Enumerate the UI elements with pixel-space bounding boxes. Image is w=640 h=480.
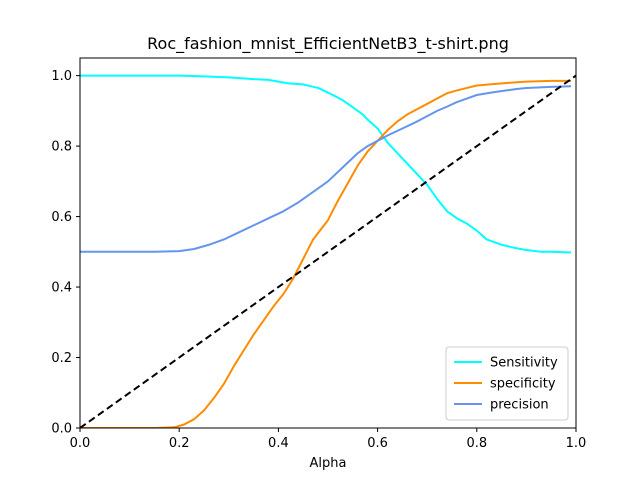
- x-tick-label: 1.0: [566, 436, 587, 451]
- series-line-specificity: [80, 79, 572, 428]
- y-tick-label: 0.6: [51, 210, 72, 225]
- x-tick-label: 0.2: [169, 436, 190, 451]
- y-tick-label: 0.2: [51, 351, 72, 366]
- legend-label-sensitivity: Sensitivity: [490, 356, 558, 371]
- legend: Sensitivity specificity precision: [445, 346, 569, 421]
- y-tick-label: 0.8: [51, 140, 72, 155]
- x-tick-label: 0.8: [466, 436, 487, 451]
- legend-label-specificity: specificity: [490, 377, 556, 392]
- plot-frame: [79, 57, 577, 429]
- series-line-diagonal-reference: [80, 74, 576, 428]
- x-tick-label: 0.0: [70, 436, 91, 451]
- legend-box: [445, 346, 569, 421]
- series-line-precision: [80, 85, 572, 253]
- y-tick-label: 0.4: [51, 281, 72, 296]
- x-tick-label: 0.4: [268, 436, 289, 451]
- legend-label-precision: precision: [490, 398, 549, 413]
- series-line-sensitivity: [80, 74, 572, 254]
- x-axis-label: Alpha: [310, 456, 347, 471]
- chart-title: Roc_fashion_mnist_EfficientNetB3_t-shirt…: [147, 34, 509, 54]
- y-tick-label: 1.0: [51, 69, 72, 84]
- x-tick-label: 0.6: [367, 436, 388, 451]
- y-tick-label: 0.0: [51, 422, 72, 437]
